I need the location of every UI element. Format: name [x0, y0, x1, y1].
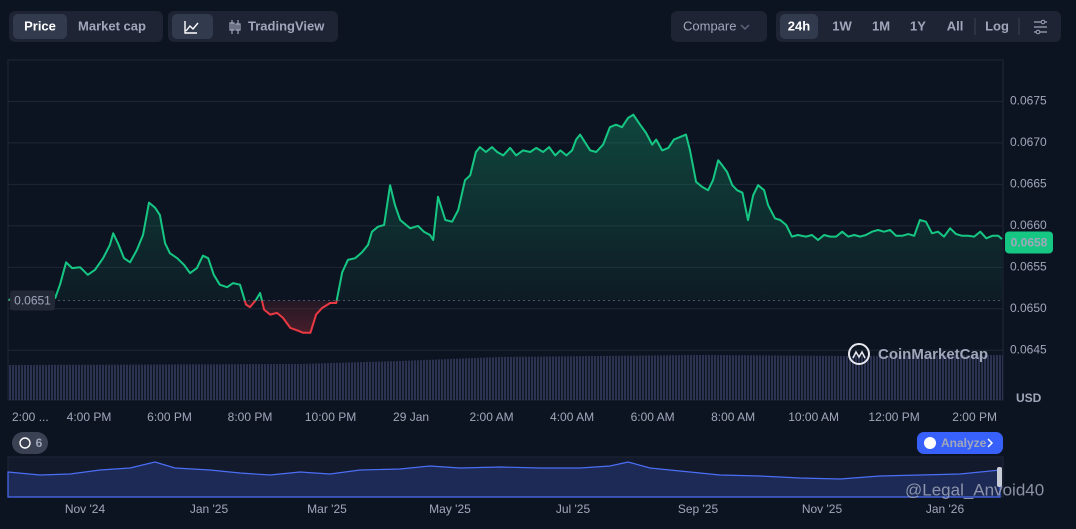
x-tick-label: 2:00 ...	[12, 410, 49, 424]
y-tick-label: 0.0665	[1010, 177, 1047, 191]
navigator-label: Nov '25	[802, 502, 843, 516]
y-unit: USD	[1016, 391, 1042, 405]
range[interactable]: 24h	[788, 18, 810, 33]
navigator-label: Jul '25	[556, 502, 591, 516]
range-group	[776, 11, 1061, 42]
tradingview[interactable]: TradingView	[248, 18, 325, 33]
chevron	[740, 24, 750, 31]
x-tick-label: 8:00 AM	[711, 410, 755, 424]
line-icon	[184, 21, 199, 34]
y-tick-label: 0.0670	[1010, 135, 1047, 149]
range[interactable]: All	[947, 18, 964, 33]
range[interactable]: 1Y	[910, 18, 926, 33]
current-price-label: 0.0658	[1011, 236, 1048, 250]
analyze-icon	[924, 437, 936, 449]
tab-active[interactable]	[13, 14, 67, 39]
x-tick-label: 29 Jan	[393, 410, 429, 424]
navigator-line	[7, 461, 1001, 498]
watermark: CoinMarketCap	[878, 346, 988, 363]
current-price-badge	[1005, 231, 1053, 254]
tab[interactable]: Price	[24, 18, 56, 33]
price-area	[8, 114, 1002, 333]
navigator-label: May '25	[429, 502, 471, 516]
x-tick-label: 2:00 AM	[470, 410, 514, 424]
open-price-badge	[10, 290, 55, 311]
compare-button[interactable]	[671, 11, 767, 42]
x-tick-label: 12:00 PM	[868, 410, 919, 424]
analyze-chevron	[987, 438, 994, 448]
range[interactable]: 1M	[872, 18, 890, 33]
navigator-label: Jan '25	[190, 502, 229, 516]
cmc-logo-mark	[852, 350, 866, 359]
x-tick-label: 6:00 PM	[147, 410, 192, 424]
analyze[interactable]: Analyze	[941, 436, 987, 450]
tab[interactable]: Market cap	[78, 18, 146, 33]
candle-icon	[229, 20, 241, 34]
price-line	[8, 113, 1003, 334]
navigator-label: Nov '24	[65, 502, 106, 516]
navigator-label: Jan '26	[926, 502, 965, 516]
x-tick-label: 4:00 PM	[67, 410, 112, 424]
x-tick-label: 4:00 AM	[550, 410, 594, 424]
user-watermark: @Legal_Anvoid40	[905, 480, 1044, 499]
compare[interactable]: Compare	[683, 18, 736, 33]
analyze-button[interactable]	[917, 432, 1003, 454]
range-active[interactable]	[780, 14, 818, 39]
y-tick-label: 0.0675	[1010, 94, 1047, 108]
y-tick-label: 0.0660	[1010, 218, 1047, 232]
x-tick-label: 10:00 PM	[305, 410, 356, 424]
events-count[interactable]: 6	[36, 436, 43, 450]
history-icon	[19, 437, 31, 449]
open-price-label: 0.0651	[14, 294, 51, 308]
cmc-logo	[848, 343, 870, 365]
line-mode[interactable]	[172, 14, 213, 39]
y-tick-label: 0.0645	[1010, 342, 1047, 356]
x-tick-label: 6:00 AM	[631, 410, 675, 424]
navigator-label: Mar '25	[307, 502, 347, 516]
x-tick-label: 2:00 PM	[952, 410, 997, 424]
x-tick-label: 8:00 PM	[228, 410, 273, 424]
range[interactable]: 1W	[832, 18, 852, 33]
navigator-label: Sep '25	[678, 502, 719, 516]
navigator-handle[interactable]	[997, 467, 1002, 487]
log-toggle[interactable]: Log	[985, 18, 1009, 33]
y-tick-label: 0.0650	[1010, 301, 1047, 315]
volume-bars	[8, 355, 1003, 400]
x-tick-label: 10:00 AM	[788, 410, 839, 424]
settings-knob	[1035, 29, 1041, 35]
y-tick-label: 0.0655	[1010, 259, 1047, 273]
settings-knob	[1040, 19, 1046, 25]
